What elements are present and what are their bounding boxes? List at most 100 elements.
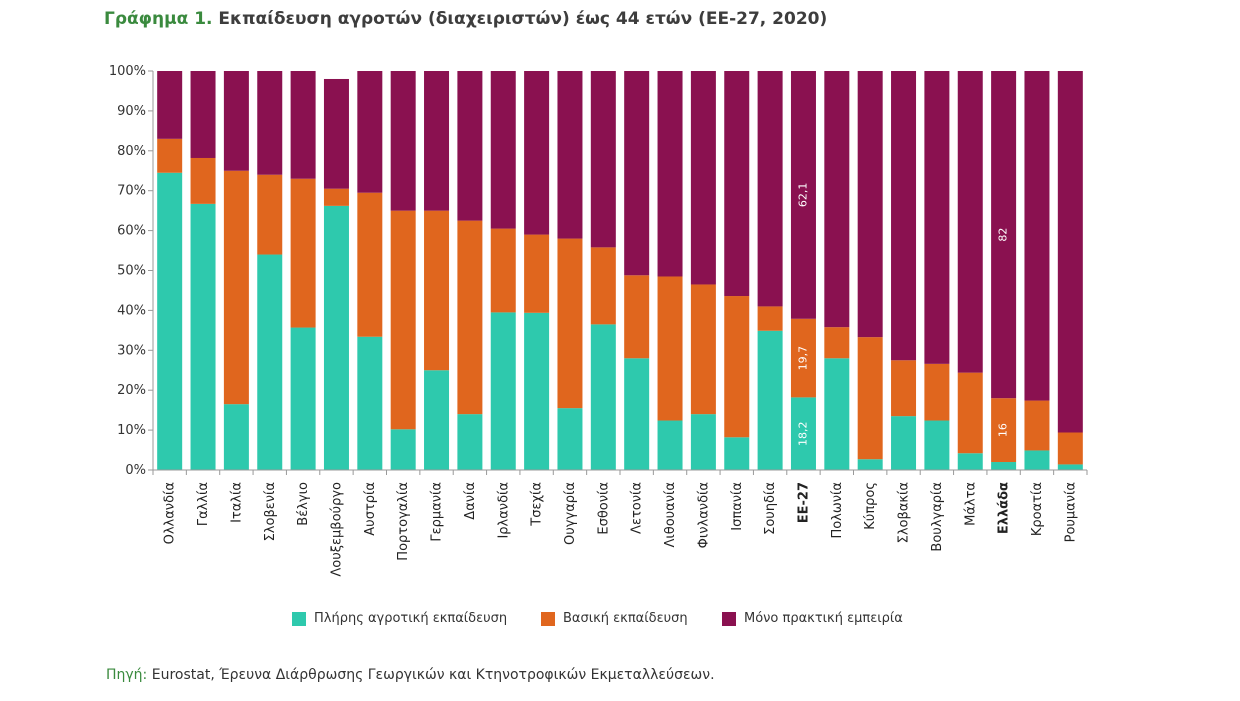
bar-segment-full <box>624 358 650 470</box>
bar-segment-basic <box>424 210 450 371</box>
bar-segment-basic <box>390 210 416 430</box>
x-tick-label: Σλοβενία <box>263 482 278 541</box>
bar-segment-practical <box>1024 71 1050 401</box>
bar-segment-full <box>490 312 516 470</box>
bar-segment-full <box>924 420 950 470</box>
bar-segment-basic <box>724 296 750 438</box>
x-tick-label: Δανία <box>463 482 478 520</box>
y-tick-label: 30% <box>117 343 146 358</box>
legend-label-full: Πλήρης αγροτική εκπαίδευση <box>314 611 508 626</box>
source-text: Eurostat, Έρευνα Διάρθρωσης Γεωργικών κα… <box>151 667 715 683</box>
bar-segment-full <box>690 414 716 470</box>
x-tick-label: Σουηδία <box>763 482 778 535</box>
y-tick-label: 40% <box>117 303 146 318</box>
bar-segment-practical <box>991 71 1017 399</box>
bar-segment-basic <box>957 372 983 454</box>
bar-segment-practical <box>690 71 716 285</box>
bar-segment-basic <box>323 188 349 206</box>
data-label: 62,1 <box>796 183 809 208</box>
x-tick-label: Βουλγαρία <box>930 482 945 552</box>
bar-segment-full <box>757 330 783 470</box>
bar-segment-basic <box>290 178 316 328</box>
x-tick-label: Ιταλία <box>229 482 244 523</box>
bar-segment-practical <box>891 71 917 361</box>
data-label: 18,2 <box>796 421 809 446</box>
chart-legend: Πλήρης αγροτική εκπαίδευση Βασική εκπαίδ… <box>0 611 1240 631</box>
bar-segment-practical <box>924 71 950 364</box>
bar-segment-practical <box>824 71 850 328</box>
source-prefix: Πηγή: <box>106 667 148 683</box>
data-label: 16 <box>997 423 1010 437</box>
x-tick-label: Ιρλανδία <box>496 482 511 539</box>
bar-segment-full <box>357 336 383 470</box>
bar-segment-basic <box>624 275 650 359</box>
bar-segment-practical <box>357 71 383 193</box>
bar-segment-full <box>590 324 616 470</box>
x-tick-label: Βέλγιο <box>296 482 311 526</box>
chart-title: Γράφημα 1. Εκπαίδευση αγροτών (διαχειρισ… <box>104 9 827 29</box>
bar-segment-basic <box>857 337 883 460</box>
x-tick-label: Τσεχία <box>530 482 545 527</box>
legend-swatch-basic <box>541 611 555 626</box>
y-tick-label: 60% <box>117 224 146 239</box>
bar-segment-basic <box>824 327 850 359</box>
bar-segment-basic <box>991 398 1017 463</box>
x-tick-label: Εσθονία <box>596 482 611 535</box>
source-note: Πηγή: Eurostat, Έρευνα Διάρθρωσης Γεωργι… <box>106 667 715 683</box>
y-tick-label: 20% <box>117 383 146 398</box>
bar-segment-basic <box>590 247 616 325</box>
y-tick-label: 10% <box>117 423 146 438</box>
bar-segment-practical <box>223 71 249 171</box>
bar-segment-practical <box>624 71 650 276</box>
bar-segment-full <box>524 312 550 470</box>
x-tick-label: Λουξεμβούργο <box>329 482 344 577</box>
x-tick-label: Σλοβακία <box>897 482 912 543</box>
bar-segment-basic <box>657 276 683 421</box>
bar-segment-basic <box>891 360 917 417</box>
bar-segment-full <box>323 205 349 470</box>
bar-segment-practical <box>323 78 349 189</box>
x-tick-label: Λιθουανία <box>663 482 678 548</box>
x-tick-label: Ολλανδία <box>163 482 178 544</box>
bar-segment-basic <box>690 284 716 415</box>
bar-segment-practical <box>424 71 450 211</box>
x-tick-label: Ρουμανία <box>1063 482 1078 542</box>
bar-segment-practical <box>157 71 183 139</box>
bar-segment-full <box>223 404 249 470</box>
bar-segment-full <box>724 437 750 470</box>
bar-segment-full <box>957 453 983 470</box>
x-tick-label: Κύπρος <box>863 482 878 530</box>
bar-segment-full <box>190 203 216 470</box>
bar-segment-basic <box>524 234 550 313</box>
legend-item-practical: Μόνο πρακτική εμπειρία <box>722 611 903 626</box>
bar-segment-practical <box>190 71 216 158</box>
bar-segment-full <box>557 408 583 470</box>
bar-segment-practical <box>257 71 283 175</box>
bar-segment-full <box>257 254 283 470</box>
chart-title-text: Εκπαίδευση αγροτών (διαχειριστών) έως 44… <box>218 9 828 29</box>
bar-segment-practical <box>757 71 783 307</box>
x-tick-label: Πολωνία <box>830 482 845 539</box>
bar-segment-practical <box>557 71 583 239</box>
bar-segment-full <box>891 416 917 470</box>
bar-segment-full <box>657 420 683 470</box>
data-label: 19,7 <box>796 346 809 371</box>
bar-segment-practical <box>590 71 616 248</box>
bar-segment-full <box>1057 464 1083 470</box>
bar-segment-practical <box>790 71 816 319</box>
bar-segment-basic <box>924 363 950 421</box>
x-tick-label: Πορτογαλία <box>396 482 411 561</box>
bar-segment-basic <box>357 192 383 337</box>
x-tick-label: Γερμανία <box>430 482 445 542</box>
y-tick-label: 0% <box>125 463 146 478</box>
legend-label-practical: Μόνο πρακτική εμπειρία <box>744 611 903 626</box>
bar-segment-practical <box>1057 71 1083 433</box>
bar-segment-practical <box>457 71 483 221</box>
bar-segment-practical <box>524 71 550 235</box>
bar-segment-basic <box>190 157 216 204</box>
x-tick-label: Ουγγαρία <box>563 482 578 545</box>
y-tick-label: 50% <box>117 264 146 279</box>
x-tick-label: Γαλλία <box>196 482 211 526</box>
y-tick-label: 80% <box>117 144 146 159</box>
bar-segment-basic <box>490 228 516 313</box>
